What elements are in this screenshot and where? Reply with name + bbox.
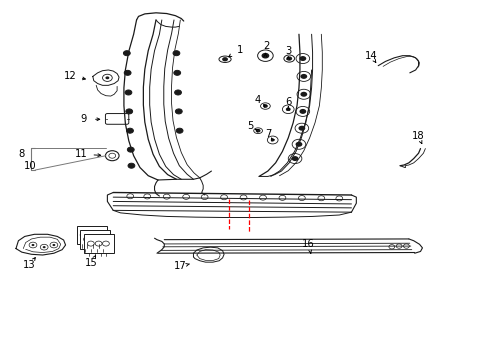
Circle shape	[175, 109, 182, 114]
Circle shape	[125, 90, 132, 95]
FancyBboxPatch shape	[105, 113, 128, 124]
Circle shape	[176, 128, 183, 133]
Circle shape	[173, 70, 180, 75]
Circle shape	[298, 126, 305, 131]
Circle shape	[285, 108, 290, 111]
Circle shape	[263, 104, 267, 108]
Circle shape	[126, 128, 133, 133]
Ellipse shape	[219, 56, 231, 63]
Text: 9: 9	[80, 114, 86, 124]
Circle shape	[291, 156, 298, 161]
Circle shape	[128, 163, 135, 168]
Text: 15: 15	[85, 258, 98, 268]
Text: 8: 8	[19, 149, 25, 159]
Circle shape	[105, 76, 109, 79]
Circle shape	[295, 142, 302, 147]
Circle shape	[299, 109, 305, 114]
Text: 5: 5	[246, 121, 253, 131]
Circle shape	[300, 92, 306, 97]
Circle shape	[31, 244, 34, 246]
Text: 2: 2	[263, 41, 269, 51]
Text: 16: 16	[302, 239, 314, 249]
Circle shape	[42, 246, 45, 248]
Text: 7: 7	[265, 129, 271, 139]
Bar	[84, 234, 114, 253]
Circle shape	[124, 70, 131, 75]
Text: 11: 11	[75, 149, 88, 159]
Text: 17: 17	[174, 261, 186, 271]
Bar	[77, 226, 107, 244]
Circle shape	[123, 51, 130, 56]
Ellipse shape	[284, 55, 294, 62]
Text: 6: 6	[285, 97, 291, 107]
Circle shape	[261, 53, 269, 59]
Text: 14: 14	[364, 51, 376, 61]
Circle shape	[299, 56, 305, 61]
Circle shape	[125, 109, 132, 114]
Text: 18: 18	[411, 131, 424, 141]
Circle shape	[255, 129, 260, 132]
Circle shape	[127, 147, 134, 152]
Text: 4: 4	[254, 95, 261, 105]
Text: 3: 3	[285, 46, 291, 56]
Ellipse shape	[260, 103, 270, 109]
Text: 13: 13	[23, 260, 36, 270]
Circle shape	[286, 57, 291, 61]
Text: 1: 1	[236, 45, 243, 55]
Circle shape	[173, 51, 180, 56]
Ellipse shape	[253, 128, 262, 134]
Text: 10: 10	[24, 161, 37, 171]
Bar	[80, 230, 110, 249]
Circle shape	[270, 139, 274, 141]
Circle shape	[174, 90, 181, 95]
Circle shape	[300, 74, 306, 79]
Text: 12: 12	[64, 71, 77, 81]
Circle shape	[222, 57, 227, 62]
Circle shape	[52, 244, 55, 246]
